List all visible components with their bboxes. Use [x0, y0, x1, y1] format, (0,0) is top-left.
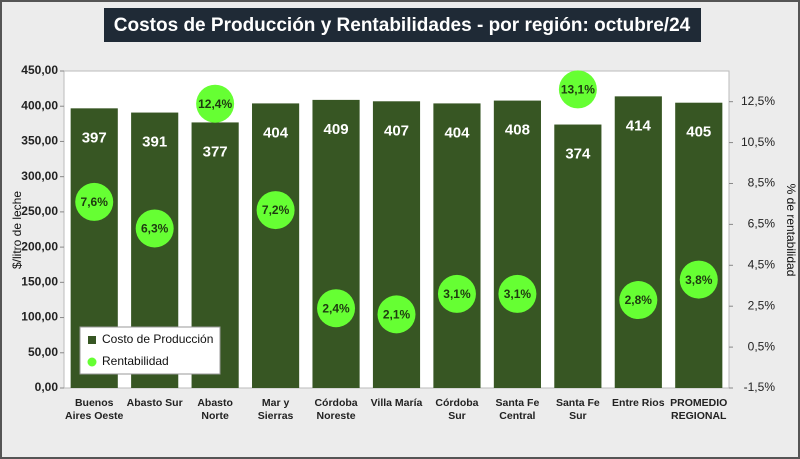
- legend-label: Costo de Producción: [102, 332, 213, 346]
- bar-value-label: 397: [82, 129, 107, 146]
- bar: [554, 124, 602, 388]
- bar: [433, 103, 481, 388]
- y-tick-label: 250,00: [21, 204, 58, 218]
- y-tick-label: 150,00: [21, 275, 58, 289]
- bar: [372, 101, 421, 389]
- legend-key: [88, 336, 96, 344]
- point-value-label: 12,4%: [198, 97, 232, 111]
- point-value-label: 3,8%: [685, 273, 713, 287]
- legend-box: [79, 326, 221, 375]
- y-tick-label: 350,00: [21, 134, 58, 148]
- x-tick-label: Abasto Sur: [126, 397, 183, 409]
- y2-tick-label: -1,5%: [744, 380, 776, 394]
- x-tick-label: Villa María: [370, 397, 423, 409]
- point: [256, 191, 295, 230]
- y-axis-label: $/litro de leche: [10, 191, 24, 269]
- bar-value-label: 414: [626, 117, 652, 134]
- point-value-label: 7,2%: [262, 203, 290, 217]
- point-value-label: 3,1%: [443, 287, 471, 301]
- bar: [675, 102, 723, 388]
- y2-tick-label: 4,5%: [748, 257, 776, 271]
- bar-value-label: 407: [384, 122, 409, 139]
- bar-value-label: 391: [142, 134, 167, 151]
- y2-axis-label: % de rentabilidad: [784, 184, 798, 277]
- y2-tick-label: 6,5%: [748, 217, 776, 231]
- bar: [312, 99, 360, 388]
- point-value-label: 3,1%: [504, 287, 532, 301]
- y-tick-label: 450,00: [21, 63, 58, 77]
- point: [558, 70, 597, 109]
- bar-value-label: 377: [203, 143, 228, 160]
- x-tick-label: Buenos Aires Oeste: [65, 397, 124, 422]
- bar: [614, 96, 662, 389]
- point-value-label: 2,1%: [383, 308, 411, 322]
- point-value-label: 6,3%: [141, 222, 169, 236]
- point: [619, 281, 658, 320]
- bar-value-label: 374: [565, 146, 591, 163]
- x-tick-label: Santa Fe Sur: [555, 397, 600, 422]
- x-tick-label: Mar y Sierras: [257, 397, 294, 422]
- point: [196, 84, 235, 123]
- x-tick-label: PROMEDIO REGIONAL: [670, 397, 728, 422]
- bar: [493, 100, 541, 388]
- y-tick-label: 200,00: [21, 239, 58, 253]
- bar-value-label: 404: [444, 124, 470, 141]
- y-tick-label: 0,00: [35, 380, 59, 394]
- legend-label: Rentabilidad: [102, 354, 169, 368]
- x-tick-label: Santa Fe Central: [495, 397, 540, 422]
- x-tick-label: Entre Rios: [612, 397, 665, 409]
- legend-key: [87, 357, 97, 367]
- point-value-label: 7,6%: [81, 195, 109, 209]
- y-tick-label: 300,00: [21, 169, 58, 183]
- bar-value-label: 408: [505, 122, 530, 139]
- x-tick-label: Abasto Norte: [197, 397, 233, 422]
- bar-value-label: 404: [263, 124, 289, 141]
- point-value-label: 2,4%: [322, 301, 350, 315]
- y2-tick-label: 8,5%: [748, 176, 776, 190]
- y-tick-label: 100,00: [21, 310, 58, 324]
- point: [377, 295, 416, 334]
- point: [679, 260, 718, 299]
- bar: [252, 103, 300, 388]
- point: [135, 209, 174, 248]
- point: [498, 274, 537, 313]
- bar-value-label: 409: [324, 121, 349, 138]
- y2-tick-label: 12,5%: [741, 94, 775, 108]
- x-tick-label: Córdoba Noreste: [314, 397, 358, 422]
- point-value-label: 2,8%: [625, 293, 653, 307]
- point-value-label: 13,1%: [561, 83, 595, 97]
- title-box: [104, 8, 701, 42]
- y-tick-label: 400,00: [21, 98, 58, 112]
- y2-tick-label: 2,5%: [748, 298, 776, 312]
- bar-value-label: 405: [686, 124, 711, 141]
- y-tick-label: 50,00: [28, 345, 58, 359]
- chart-title: Costos de Producción y Rentabilidades - …: [114, 15, 691, 36]
- point: [75, 182, 114, 221]
- y2-tick-label: 0,5%: [748, 339, 776, 353]
- point: [317, 289, 356, 328]
- x-tick-label: Córdoba Sur: [435, 397, 479, 422]
- y2-tick-label: 10,5%: [741, 135, 775, 149]
- point: [437, 274, 476, 313]
